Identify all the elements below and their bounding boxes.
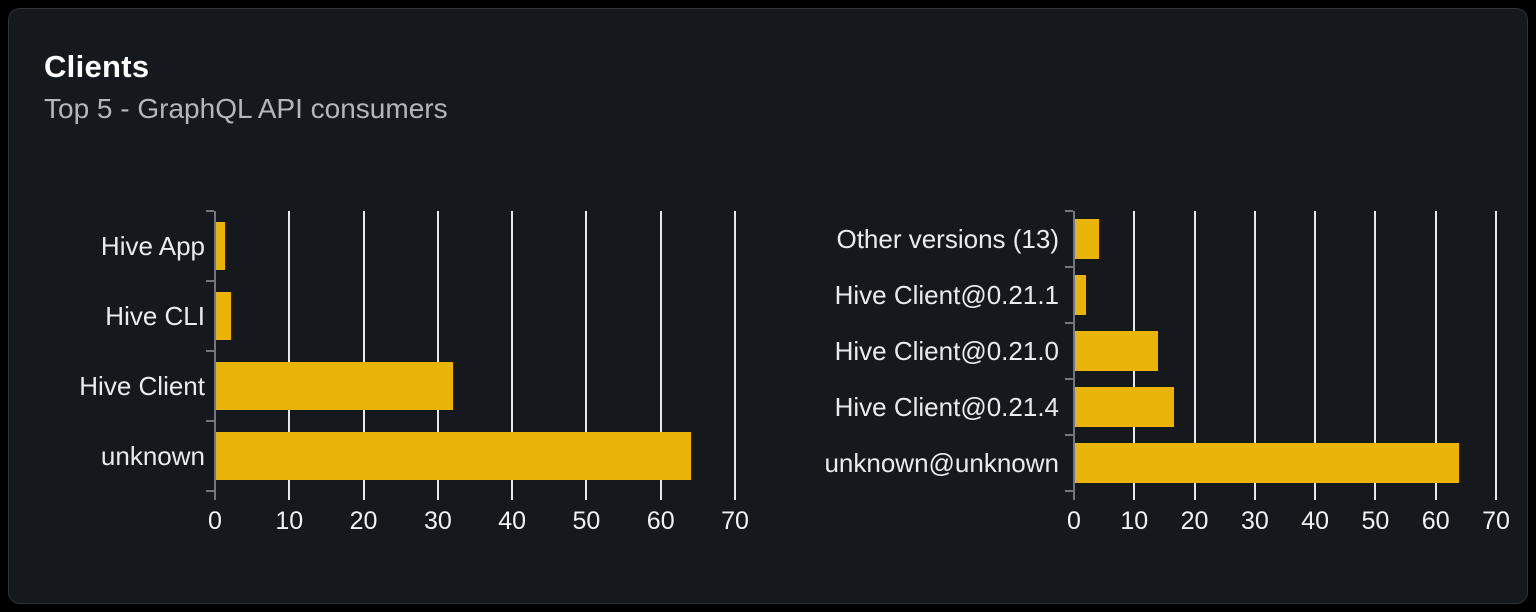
x-axis-tick-label: 20: [1180, 507, 1209, 535]
category-label: Hive App: [100, 230, 205, 261]
x-axis-tick-label: 0: [1067, 507, 1081, 535]
x-gridline: [1314, 211, 1317, 500]
x-gridline: [1495, 211, 1497, 500]
category-label: Hive CLI: [105, 300, 205, 331]
clients-card: Clients Top 5 - GraphQL API consumers Hi…: [8, 8, 1528, 604]
plot-area: [1065, 210, 1497, 500]
y-axis-tick: [1065, 322, 1073, 324]
y-axis-tick: [206, 280, 214, 282]
category-label: Hive Client: [79, 370, 205, 401]
x-gridline: [1434, 211, 1437, 500]
category-label: unknown@unknown: [824, 447, 1059, 478]
category-label: Hive Client@0.21.4: [834, 391, 1059, 422]
x-axis-tick-label: 20: [349, 507, 378, 535]
plot-area: [206, 210, 736, 500]
x-axis-tick-label: 70: [721, 507, 749, 535]
x-axis-tick-label: 10: [275, 507, 304, 535]
x-axis-tick-label: 10: [1120, 507, 1149, 535]
bar-hive-client-0-21-0[interactable]: [1075, 331, 1159, 371]
category-label: Other versions (13): [836, 223, 1059, 254]
x-gridline: [585, 211, 588, 500]
x-gridline: [362, 211, 365, 500]
x-axis-tick-label: 50: [572, 507, 601, 535]
bar-hive-cli[interactable]: [216, 292, 231, 340]
x-gridline: [511, 211, 514, 500]
x-axis-tick-label: 0: [208, 507, 222, 535]
y-axis-tick: [1065, 210, 1073, 212]
y-axis-tick: [206, 210, 214, 212]
card-title: Clients: [44, 49, 150, 84]
y-axis-tick: [1065, 266, 1073, 268]
category-labels: Other versions (13) Hive Client@0.21.1 Hiv…: [699, 211, 1061, 491]
category-labels: Hive App Hive CLI Hive Client unknown: [9, 211, 207, 491]
x-axis-tick-label: 50: [1361, 507, 1390, 535]
x-gridline: [1193, 211, 1196, 500]
x-gridline: [1253, 211, 1256, 500]
y-axis-tick: [206, 350, 214, 352]
x-axis-tick-label: 40: [1301, 507, 1330, 535]
x-gridline: [659, 211, 662, 500]
category-label: Hive Client@0.21.1: [834, 279, 1059, 310]
clients-by-name-bar-chart: Hive App Hive CLI Hive Client unknown 0 10 20 3…: [9, 210, 769, 551]
x-axis-tick-label: 30: [1240, 507, 1269, 535]
x-axis-tick-label: 70: [1482, 507, 1510, 535]
bar-unknown[interactable]: [216, 432, 691, 480]
x-gridline: [734, 211, 736, 500]
x-axis-tick-label: 30: [423, 507, 452, 535]
clients-by-version-bar-chart: Other versions (13) Hive Client@0.21.1 Hiv…: [699, 210, 1519, 551]
bar-other-versions-13-[interactable]: [1075, 219, 1099, 259]
y-axis-tick: [1065, 378, 1073, 380]
card-subtitle: Top 5 - GraphQL API consumers: [44, 93, 448, 124]
x-gridline: [1374, 211, 1377, 500]
category-label: unknown: [100, 440, 205, 471]
bar-hive-client-0-21-1[interactable]: [1075, 275, 1087, 315]
bar-hive-app[interactable]: [216, 222, 225, 270]
x-axis-tick-label: 60: [646, 507, 675, 535]
category-label: Hive Client@0.21.0: [834, 335, 1059, 366]
x-axis-tick-label: 40: [498, 507, 527, 535]
x-gridline: [288, 211, 291, 500]
y-axis-tick: [1065, 490, 1073, 492]
y-axis-tick: [206, 490, 214, 492]
bar-hive-client[interactable]: [216, 362, 453, 410]
y-axis-line: [214, 211, 216, 500]
x-gridline: [436, 211, 439, 500]
y-axis-tick: [1065, 434, 1073, 436]
bar-hive-client-0-21-4[interactable]: [1075, 387, 1174, 427]
y-axis-tick: [206, 420, 214, 422]
bar-unknown-unknown[interactable]: [1075, 443, 1460, 483]
y-axis-line: [1073, 211, 1075, 500]
x-axis-tick-label: 60: [1421, 507, 1450, 535]
